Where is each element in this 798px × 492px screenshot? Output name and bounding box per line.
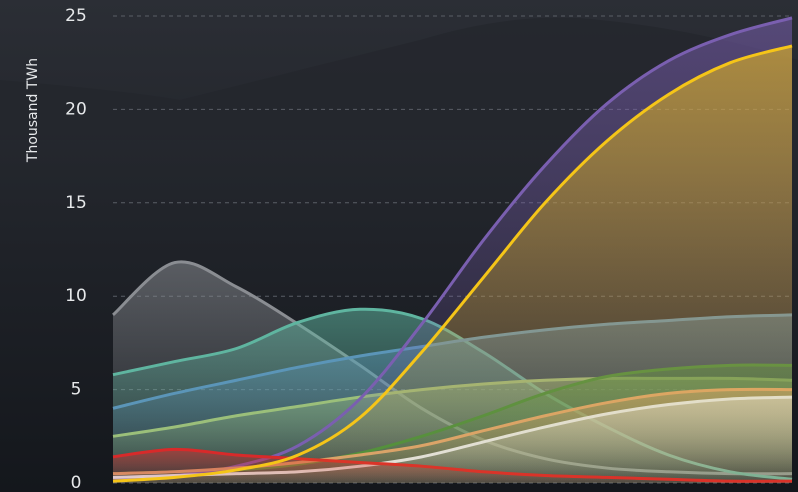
y-tick-label: 0 xyxy=(71,473,82,492)
y-tick-label: 25 xyxy=(65,6,87,26)
area xyxy=(113,45,792,483)
plot-area xyxy=(112,16,793,483)
line xyxy=(112,44,793,483)
y-tick-label: 10 xyxy=(65,286,87,306)
y-tick-label: 5 xyxy=(71,380,82,400)
y-tick-label: 20 xyxy=(65,99,87,119)
y-axis-title: Thousand TWh xyxy=(25,58,41,163)
y-tick-label: 15 xyxy=(65,193,87,213)
